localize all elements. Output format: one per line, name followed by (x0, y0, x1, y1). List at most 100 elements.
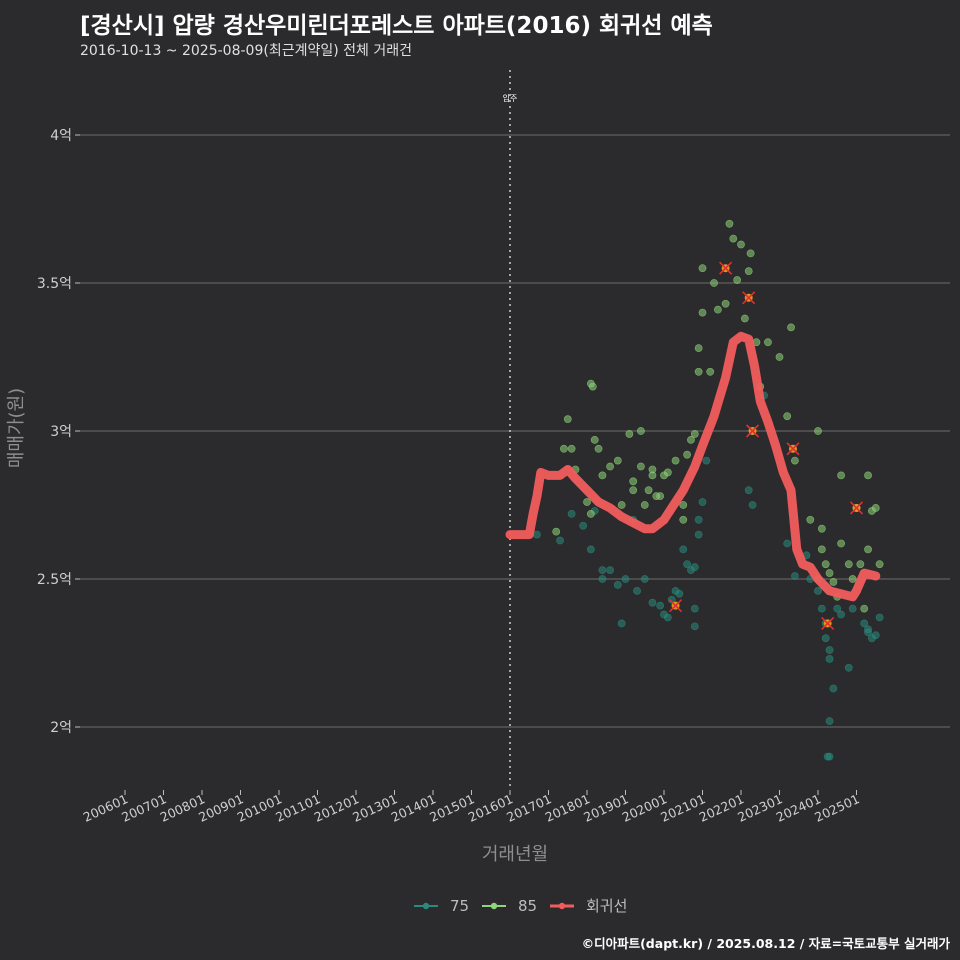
data-point-75 (748, 501, 757, 509)
data-point-75 (744, 486, 753, 495)
data-point-85 (648, 465, 657, 474)
data-point-85 (764, 338, 772, 347)
highlight-cross-b (786, 442, 800, 456)
chart-subtitle: 2016-10-13 ~ 2025-08-09(최근계약일) 전체 거래건 (80, 43, 412, 59)
data-point-75 (598, 566, 607, 575)
grid-lines (80, 134, 950, 728)
data-point-85 (629, 477, 638, 486)
highlight-marker (786, 442, 800, 456)
data-point-75 (621, 575, 630, 583)
data-point-85 (775, 353, 784, 361)
highlight-cross-b (668, 599, 683, 613)
data-point-75 (556, 536, 564, 545)
data-point-85 (744, 267, 753, 276)
data-point-75 (860, 619, 869, 628)
data-point-85 (856, 560, 865, 569)
data-point-85 (710, 279, 718, 287)
data-point-85 (737, 240, 745, 249)
data-point-85 (629, 486, 638, 495)
data-point-85 (567, 444, 576, 453)
data-point-85 (617, 501, 626, 509)
data-point-75 (690, 604, 699, 613)
data-point-75 (848, 604, 857, 613)
x-axis: 2006012007012008012009012010012011012012… (81, 790, 862, 825)
highlight-marker (745, 424, 760, 438)
data-point-85 (679, 501, 688, 509)
highlight-cross-b (849, 501, 864, 515)
data-point-75 (690, 563, 699, 572)
highlight-marker (719, 261, 733, 275)
data-point-75 (837, 610, 845, 619)
highlight-marker (668, 599, 683, 613)
data-point-75 (825, 752, 834, 761)
data-point-85 (586, 509, 595, 518)
data-point-75 (844, 663, 853, 672)
data-point-85 (825, 569, 834, 577)
data-point-85 (864, 471, 872, 480)
legend-key-dot (558, 902, 566, 910)
data-point-75 (875, 613, 884, 622)
scatter-points (533, 219, 884, 761)
highlight-cross-b (742, 291, 756, 305)
data-point-85 (806, 515, 815, 524)
data-point-85 (721, 299, 730, 308)
data-point-85 (694, 344, 703, 353)
legend-label: 75 (450, 897, 469, 915)
data-point-75 (598, 575, 607, 583)
data-point-75 (648, 598, 657, 607)
data-point-75 (864, 625, 872, 634)
data-point-75 (833, 604, 842, 613)
highlight-marker (742, 291, 756, 305)
data-point-85 (637, 427, 645, 435)
y-axis-title: 매매가(원) (6, 388, 27, 468)
legend-label: 85 (518, 897, 537, 915)
data-point-85 (698, 308, 707, 317)
data-point-75 (698, 498, 707, 506)
data-point-75 (617, 619, 626, 628)
data-point-85 (821, 560, 830, 569)
legend-key-dot (422, 902, 430, 910)
data-point-75 (825, 646, 834, 654)
data-point-75 (871, 631, 880, 640)
move-in-annotation: 입주 (503, 70, 518, 790)
data-point-85 (848, 575, 857, 583)
data-point-85 (746, 249, 755, 258)
data-point-85 (671, 456, 680, 465)
data-point-85 (656, 492, 665, 501)
data-point-75 (586, 545, 595, 554)
data-point-85 (644, 486, 653, 495)
data-point-85 (837, 471, 845, 480)
data-point-75 (683, 560, 691, 569)
data-point-85 (598, 471, 607, 480)
data-point-75 (821, 634, 830, 643)
highlight-marker (821, 616, 835, 630)
data-point-85 (729, 234, 738, 243)
y-tick-label: 3억 (50, 424, 72, 440)
data-point-85 (606, 462, 614, 471)
data-point-85 (588, 382, 597, 391)
data-point-75 (656, 601, 665, 610)
data-point-85 (637, 462, 645, 471)
data-point-85 (690, 430, 699, 438)
move-in-label: 입주 (503, 94, 518, 103)
data-point-85 (683, 450, 691, 459)
y-axis: 2억 2.5억 3억 3.5억 4억 (37, 128, 80, 736)
data-point-85 (787, 323, 795, 332)
data-point-85 (640, 501, 649, 509)
data-point-85 (814, 427, 822, 435)
data-point-75 (702, 456, 711, 465)
data-point-85 (817, 545, 826, 554)
data-point-85 (875, 560, 884, 569)
regression-line (505, 331, 881, 602)
data-point-85 (791, 456, 799, 465)
data-point-85 (590, 435, 599, 444)
chart-title: [경산시] 압량 경산우미린더포레스트 아파트(2016) 회귀선 예측 (80, 13, 713, 39)
data-point-85 (694, 367, 703, 376)
y-tick-label: 4억 (50, 128, 72, 144)
data-point-85 (698, 264, 707, 273)
data-point-85 (563, 415, 572, 424)
highlight-cross-b (745, 424, 760, 438)
data-point-75 (567, 509, 576, 518)
data-point-85 (594, 444, 603, 453)
